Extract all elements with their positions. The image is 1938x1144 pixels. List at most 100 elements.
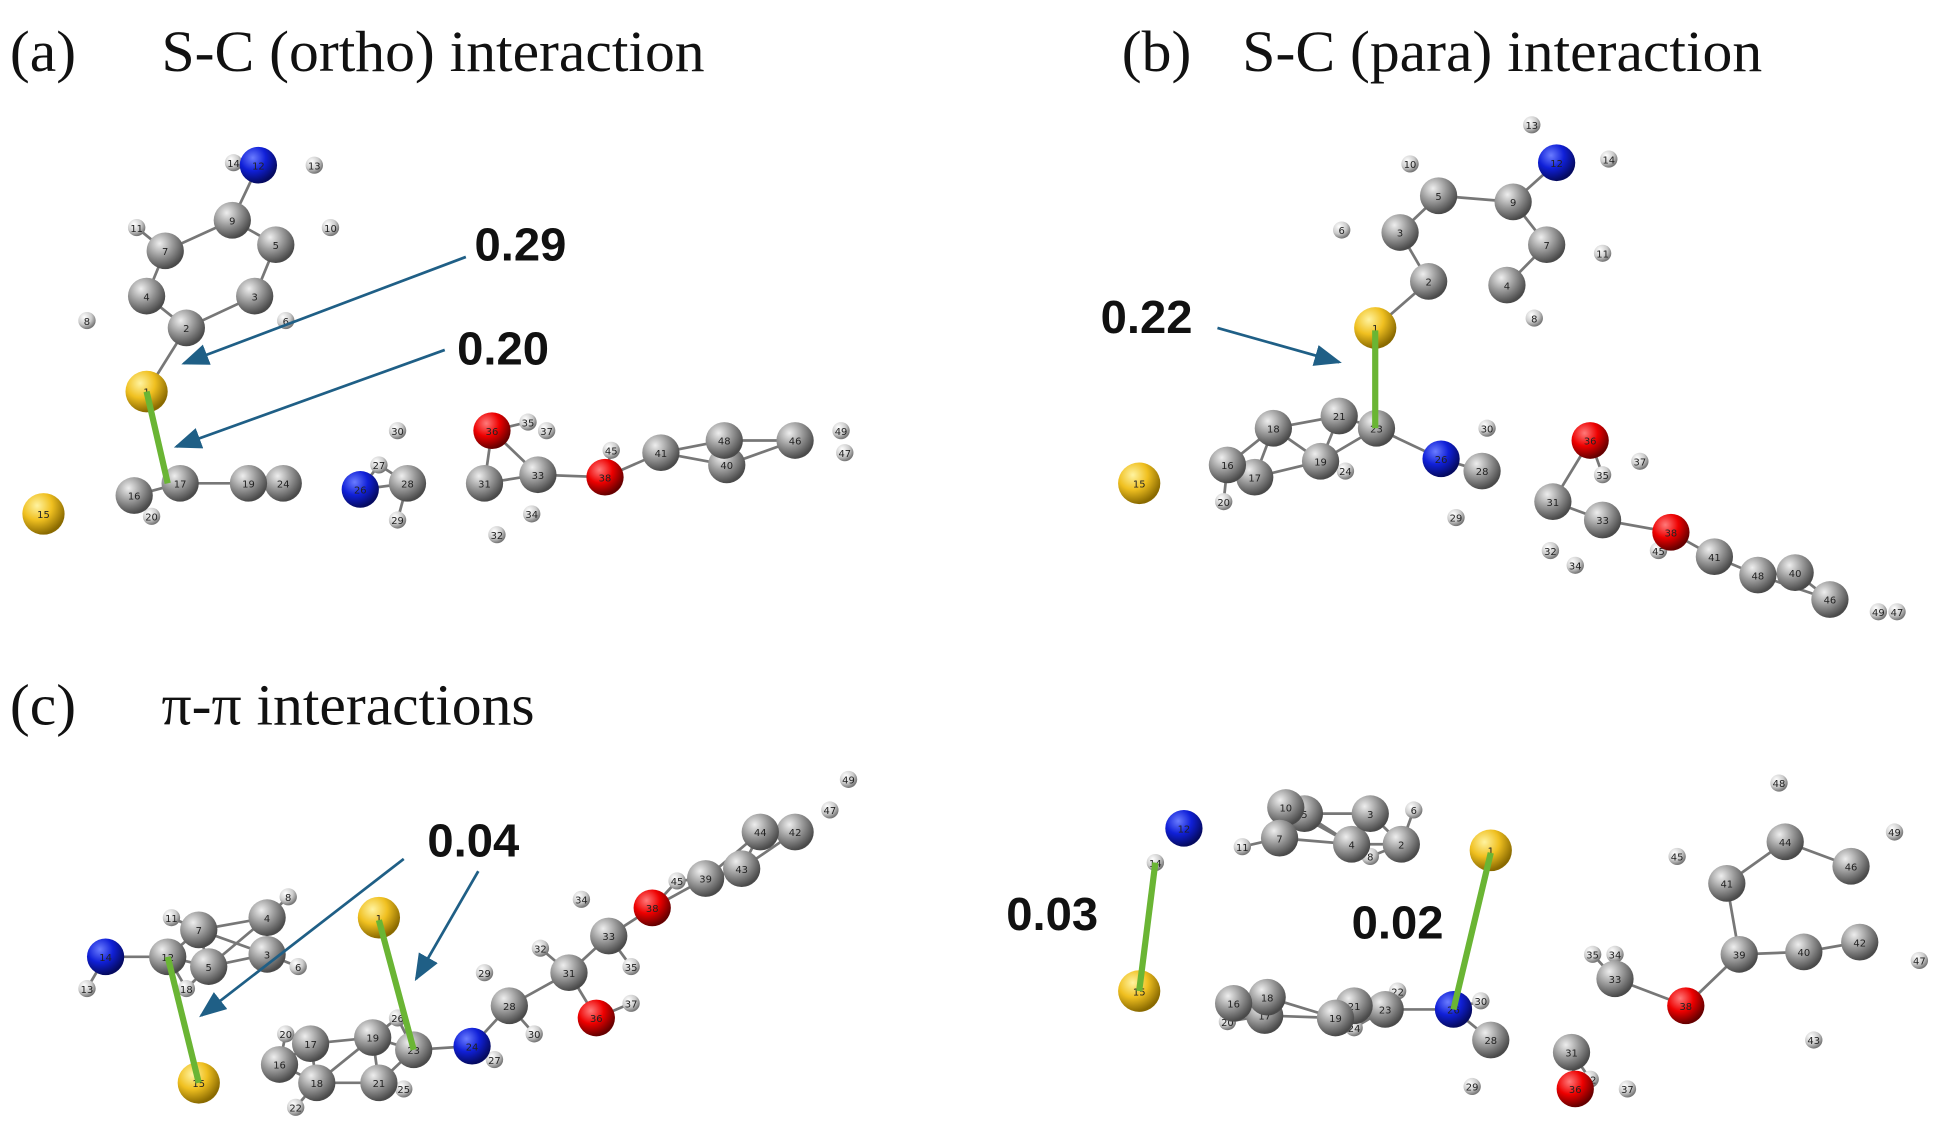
atom bbox=[1354, 307, 1397, 349]
atom-label: 47 bbox=[824, 806, 837, 817]
atom-label: 19 bbox=[1314, 458, 1327, 469]
atom-label: 13 bbox=[81, 985, 94, 996]
atom-label: 15 bbox=[192, 1079, 205, 1090]
atom bbox=[260, 1046, 299, 1083]
atom bbox=[1447, 508, 1465, 527]
atom-label: 3 bbox=[1397, 229, 1403, 240]
atom-label: 7 bbox=[1276, 834, 1282, 845]
atom-label: 11 bbox=[165, 914, 178, 925]
atom-label: 20 bbox=[145, 513, 158, 524]
atom-label: 8 bbox=[84, 317, 90, 328]
atom-label: 39 bbox=[1733, 951, 1746, 962]
atom bbox=[1366, 991, 1404, 1028]
atom bbox=[1583, 501, 1622, 539]
atom-label: 34 bbox=[1569, 562, 1582, 573]
atom-label: 28 bbox=[503, 1002, 516, 1013]
atom bbox=[305, 156, 323, 174]
atom bbox=[1214, 984, 1253, 1022]
atom bbox=[224, 154, 243, 172]
atom bbox=[537, 422, 556, 440]
atom-label: 38 bbox=[599, 473, 612, 484]
panel-label: (b) bbox=[1122, 18, 1192, 83]
atom bbox=[586, 458, 624, 496]
atom-label: 6 bbox=[1411, 806, 1417, 817]
atom-label: 31 bbox=[1565, 1048, 1578, 1059]
atom-label: 12 bbox=[1550, 159, 1563, 170]
atom-label: 32 bbox=[534, 944, 547, 955]
atom bbox=[475, 964, 494, 982]
atom-label: 45 bbox=[605, 447, 618, 458]
atom bbox=[1805, 1031, 1823, 1049]
atom bbox=[1528, 226, 1566, 264]
atom bbox=[1410, 263, 1448, 300]
atom-label: 49 bbox=[1872, 608, 1885, 619]
atom-label: 29 bbox=[478, 969, 491, 980]
atom-label: 47 bbox=[1913, 957, 1926, 968]
panel-title: S-C (ortho) interaction bbox=[162, 18, 705, 83]
atom bbox=[686, 860, 725, 897]
atom bbox=[1541, 542, 1560, 560]
atom bbox=[590, 917, 628, 955]
atom-label: 29 bbox=[391, 516, 404, 527]
atom-label: 36 bbox=[590, 1014, 603, 1025]
atom bbox=[190, 948, 228, 985]
atom-label: 24 bbox=[1348, 1024, 1361, 1035]
atom-label: 43 bbox=[1807, 1036, 1820, 1047]
atom-label: 7 bbox=[1544, 241, 1550, 252]
atom-label: 47 bbox=[838, 449, 851, 460]
atom-label: 10 bbox=[1404, 160, 1417, 171]
atom bbox=[1770, 774, 1788, 792]
atom-label: 33 bbox=[1596, 516, 1609, 527]
atom-label: 1 bbox=[1488, 847, 1494, 858]
atom bbox=[1720, 936, 1758, 973]
atom bbox=[1841, 923, 1879, 961]
atom-label: 6 bbox=[283, 317, 289, 328]
atom-label: 12 bbox=[1178, 825, 1191, 836]
atom-label: 6 bbox=[295, 963, 301, 974]
atom-label: 5 bbox=[1301, 810, 1307, 821]
atom bbox=[1537, 144, 1576, 182]
atom-label: 7 bbox=[196, 926, 202, 937]
atom-label: 40 bbox=[720, 461, 733, 472]
atom-label: 15 bbox=[1133, 987, 1146, 998]
atom bbox=[1419, 177, 1458, 215]
atom-label: 21 bbox=[373, 1079, 386, 1090]
atom bbox=[360, 1064, 398, 1102]
arrow bbox=[199, 857, 405, 1018]
atom bbox=[1165, 809, 1203, 847]
atom-label: 17 bbox=[1248, 473, 1261, 484]
atom bbox=[1776, 554, 1814, 591]
atom-label: 15 bbox=[37, 510, 50, 521]
atom-label: 21 bbox=[1333, 412, 1346, 423]
atom bbox=[1336, 462, 1355, 480]
atom bbox=[289, 958, 307, 976]
atom bbox=[1494, 183, 1532, 221]
atom-label: 22 bbox=[1391, 987, 1404, 998]
atom bbox=[577, 999, 615, 1037]
atom bbox=[1208, 446, 1247, 484]
atom-label: 28 bbox=[1484, 1036, 1497, 1047]
interaction-value: 0.29 bbox=[475, 219, 567, 271]
atom bbox=[839, 770, 858, 788]
atom bbox=[776, 813, 814, 851]
atom-label: 23 bbox=[1370, 424, 1383, 435]
atom bbox=[453, 1027, 491, 1065]
atom-label: 38 bbox=[1665, 528, 1678, 539]
atom bbox=[125, 370, 168, 413]
atom bbox=[146, 232, 184, 270]
atom-label: 19 bbox=[366, 1034, 379, 1045]
atom-label: 49 bbox=[835, 427, 848, 438]
atom bbox=[1552, 1033, 1591, 1071]
atom bbox=[1667, 987, 1705, 1025]
atom bbox=[642, 434, 680, 472]
atom-label: 18 bbox=[1261, 993, 1274, 1004]
atom bbox=[370, 456, 388, 474]
atom bbox=[1885, 823, 1904, 841]
atom bbox=[1566, 556, 1584, 574]
atom bbox=[291, 1025, 330, 1063]
atom-label: 33 bbox=[602, 932, 615, 943]
atom bbox=[705, 422, 743, 459]
atom-label: 31 bbox=[478, 480, 491, 491]
atom bbox=[277, 1025, 295, 1043]
atom bbox=[177, 980, 196, 998]
